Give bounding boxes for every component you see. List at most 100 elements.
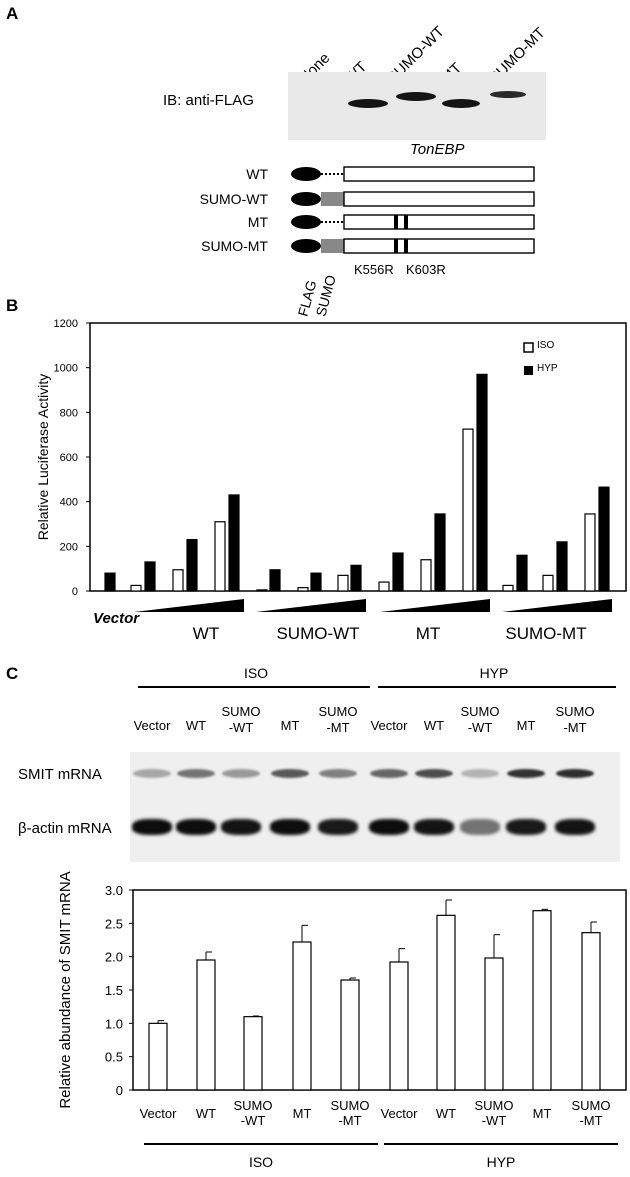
y-axis-label: Relative Luciferase Activity bbox=[35, 374, 51, 541]
sumo-box bbox=[321, 192, 344, 206]
dose-triangle bbox=[134, 599, 244, 612]
condition-label-hyp-top: HYP bbox=[479, 665, 509, 681]
flag-tag bbox=[291, 167, 321, 181]
bar-iso bbox=[214, 521, 226, 592]
y-tick-label: 0.5 bbox=[105, 1050, 123, 1065]
y-tick-label: 3.0 bbox=[105, 883, 123, 898]
smit-band bbox=[133, 769, 171, 778]
bar bbox=[436, 914, 456, 1091]
bar bbox=[340, 979, 360, 1091]
mutation-mark bbox=[404, 215, 408, 229]
x-tick-label: MT bbox=[533, 1106, 552, 1121]
smit-band bbox=[177, 769, 215, 778]
bar-iso bbox=[502, 584, 514, 592]
lane-label: Vector bbox=[133, 718, 171, 733]
construct-label-mt: MT bbox=[247, 214, 268, 230]
flag-tag bbox=[291, 215, 321, 229]
lane-label: SUMO -MT bbox=[318, 704, 358, 735]
y-tick-label: 200 bbox=[60, 541, 78, 553]
condition-label-iso-bottom: ISO bbox=[248, 1154, 274, 1170]
y-tick-label: 2.0 bbox=[105, 950, 123, 965]
group-label-sumo-wt: SUMO-WT bbox=[276, 624, 360, 643]
tonebp-box bbox=[343, 238, 535, 254]
smit-band bbox=[507, 769, 545, 778]
smit-band bbox=[222, 769, 260, 778]
tonebp-box bbox=[343, 214, 535, 230]
mutation-mark bbox=[394, 215, 398, 229]
bar-hyp bbox=[228, 494, 240, 592]
row-label-smit: SMIT mRNA bbox=[18, 766, 102, 783]
actin-band bbox=[318, 819, 358, 835]
group-label-mt: MT bbox=[415, 624, 441, 643]
bar-iso bbox=[297, 587, 309, 592]
row-label-actin: β-actin mRNA bbox=[18, 820, 112, 837]
x-tick-label: SUMO -MT bbox=[331, 1098, 370, 1128]
mutation-label-k603r: K603R bbox=[406, 262, 446, 277]
protein-label: TonEBP bbox=[410, 141, 465, 158]
dose-triangle bbox=[380, 599, 490, 612]
construct-label-sumo-mt: SUMO-MT bbox=[201, 238, 268, 254]
lane-label: SUMO -WT bbox=[221, 704, 261, 735]
bar bbox=[484, 957, 504, 1091]
bar-hyp bbox=[310, 572, 322, 592]
bar bbox=[389, 961, 409, 1091]
y-tick-label: 400 bbox=[60, 497, 78, 509]
bar-hyp bbox=[186, 539, 198, 592]
panel-b-letter: B bbox=[6, 296, 19, 315]
bar-hyp bbox=[516, 554, 528, 592]
x-tick-label: WT bbox=[196, 1106, 216, 1121]
flag-tag bbox=[291, 239, 321, 253]
bar bbox=[292, 941, 312, 1091]
bar-hyp bbox=[476, 373, 488, 592]
bar-iso bbox=[378, 581, 390, 592]
actin-band bbox=[506, 819, 546, 835]
mutation-mark bbox=[394, 239, 398, 253]
tonebp-box bbox=[343, 166, 535, 182]
group-label-sumo-mt: SUMO-MT bbox=[505, 624, 587, 643]
x-tick-label: SUMO -WT bbox=[234, 1098, 273, 1128]
bar-hyp bbox=[556, 541, 568, 592]
actin-band bbox=[270, 819, 310, 835]
smit-band bbox=[271, 769, 309, 778]
bar bbox=[196, 959, 216, 1091]
construct-label-wt: WT bbox=[246, 166, 268, 182]
panel-a-letter: A bbox=[6, 4, 19, 23]
actin-band bbox=[369, 819, 409, 835]
bar bbox=[581, 932, 601, 1091]
lane-label: SUMO -MT bbox=[555, 704, 595, 735]
mutation-mark bbox=[404, 239, 408, 253]
bar-iso bbox=[542, 574, 554, 592]
y-tick-label: 0 bbox=[72, 586, 78, 598]
smit-band bbox=[319, 769, 357, 778]
bar-hyp bbox=[598, 486, 610, 592]
dose-triangle bbox=[502, 599, 612, 612]
bar-iso bbox=[584, 513, 596, 592]
bar-iso bbox=[420, 559, 432, 592]
y-tick-label: 2.5 bbox=[105, 916, 123, 931]
lane-label: Vector bbox=[370, 718, 408, 733]
bar-iso bbox=[337, 574, 349, 592]
blot-band bbox=[442, 99, 480, 108]
lane-label: WT bbox=[423, 718, 445, 733]
y-tick-label: 1000 bbox=[54, 363, 78, 375]
ib-label: IB: anti-FLAG bbox=[163, 92, 254, 109]
lane-label: SUMO -WT bbox=[460, 704, 500, 735]
lane-label: MT bbox=[280, 718, 300, 733]
lane-label: MT bbox=[516, 718, 536, 733]
bar-iso bbox=[256, 589, 268, 592]
condition-line-hyp bbox=[378, 686, 616, 688]
condition-line-iso-bottom bbox=[144, 1143, 378, 1145]
bar-hyp bbox=[392, 552, 404, 592]
dose-triangle bbox=[256, 599, 366, 612]
bar-hyp bbox=[104, 572, 116, 592]
x-tick-label: SUMO -WT bbox=[475, 1098, 514, 1128]
lane-label: WT bbox=[185, 718, 207, 733]
smit-band bbox=[556, 769, 594, 778]
y-tick-label: 1.5 bbox=[105, 983, 123, 998]
smit-band bbox=[415, 769, 453, 778]
flag-tag bbox=[291, 192, 321, 206]
bar-iso bbox=[172, 569, 184, 592]
condition-line-iso bbox=[138, 686, 370, 688]
condition-line-hyp-bottom bbox=[384, 1143, 618, 1145]
